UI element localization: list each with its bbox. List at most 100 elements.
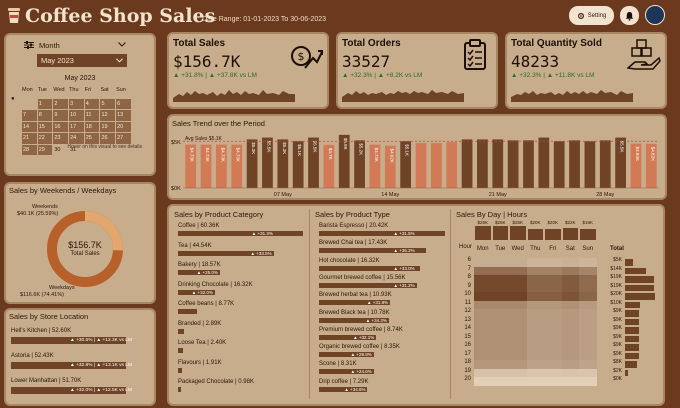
calendar-day[interactable]: 7 xyxy=(22,110,37,121)
heatmap-cell[interactable] xyxy=(579,317,597,326)
trend-bar[interactable] xyxy=(430,143,442,188)
trend-bar[interactable] xyxy=(200,144,212,188)
heatmap-cell[interactable] xyxy=(474,317,492,326)
trend-bar[interactable] xyxy=(477,139,488,188)
hour-total-bar[interactable] xyxy=(625,327,639,334)
hour-total-bar[interactable] xyxy=(625,276,654,283)
calendar-day[interactable]: 1 xyxy=(37,98,53,109)
trend-bar[interactable] xyxy=(538,137,550,188)
day-total-bar[interactable] xyxy=(562,227,578,240)
hour-total-bar[interactable] xyxy=(625,284,654,291)
calendar-day[interactable]: 25 xyxy=(84,133,100,144)
trend-bar[interactable] xyxy=(354,140,365,188)
bar[interactable] xyxy=(319,334,374,340)
heatmap-cell[interactable] xyxy=(474,360,492,369)
heatmap-cell[interactable] xyxy=(526,368,544,377)
day-total-bar[interactable] xyxy=(580,229,596,240)
heatmap-cell[interactable] xyxy=(544,258,562,267)
day-total-bar[interactable] xyxy=(527,228,543,240)
heatmap-cell[interactable] xyxy=(561,292,579,301)
trend-bar[interactable] xyxy=(446,142,458,188)
calendar-day[interactable]: 30 xyxy=(54,146,61,153)
calendar-day[interactable]: 14 xyxy=(22,121,37,132)
heatmap-cell[interactable] xyxy=(526,351,544,360)
heatmap-cell[interactable] xyxy=(509,360,527,369)
chevron-down-icon[interactable] xyxy=(118,42,126,47)
heatmap-cell[interactable] xyxy=(491,275,509,284)
heatmap-cell[interactable] xyxy=(509,351,527,360)
heatmap-cell[interactable] xyxy=(579,360,597,369)
heatmap-cell[interactable] xyxy=(509,309,527,318)
trend-bar[interactable] xyxy=(599,140,611,188)
heatmap-cell[interactable] xyxy=(561,334,579,343)
heatmap-cell[interactable] xyxy=(491,258,509,267)
heatmap-cell[interactable] xyxy=(579,326,597,335)
heatmap-cell[interactable] xyxy=(579,292,597,301)
trend-bar[interactable] xyxy=(185,144,197,188)
heatmap-cell[interactable] xyxy=(491,360,509,369)
heatmap-cell[interactable] xyxy=(526,326,544,335)
heatmap-cell[interactable] xyxy=(579,266,597,275)
heatmap-cell[interactable] xyxy=(526,258,544,267)
trend-bar[interactable] xyxy=(584,141,596,188)
calendar-day[interactable]: 28 xyxy=(22,144,37,155)
heatmap-cell[interactable] xyxy=(561,351,579,360)
heatmap-cell[interactable] xyxy=(561,258,579,267)
trend-bar[interactable] xyxy=(292,141,304,188)
trend-bar[interactable] xyxy=(231,144,243,188)
bar[interactable] xyxy=(319,386,365,392)
day-total-bar[interactable] xyxy=(545,228,561,240)
calendar-day[interactable]: 27 xyxy=(116,133,131,144)
hour-total-bar[interactable] xyxy=(625,301,640,308)
heatmap-cell[interactable] xyxy=(474,300,492,309)
trend-bar[interactable] xyxy=(262,137,273,188)
heatmap-cell[interactable] xyxy=(491,309,509,318)
calendar-day[interactable]: 13 xyxy=(116,110,131,121)
heatmap-cell[interactable] xyxy=(491,300,509,309)
heatmap-cell[interactable] xyxy=(491,266,509,275)
calendar-day[interactable]: 19 xyxy=(100,121,115,132)
trend-bar[interactable] xyxy=(507,140,519,188)
heatmap-cell[interactable] xyxy=(474,351,492,360)
heatmap-cell[interactable] xyxy=(579,300,597,309)
heatmap-cell[interactable] xyxy=(509,334,527,343)
heatmap-cell[interactable] xyxy=(579,343,597,352)
heatmap-cell[interactable] xyxy=(579,258,597,267)
heatmap-cell[interactable] xyxy=(544,283,562,292)
avatar[interactable] xyxy=(645,5,665,25)
calendar-day[interactable]: 29 xyxy=(37,144,53,155)
heatmap-cell[interactable] xyxy=(509,300,527,309)
heatmap-cell[interactable] xyxy=(544,275,562,284)
calendar-day[interactable]: 21 xyxy=(22,133,37,144)
heatmap-cell[interactable] xyxy=(561,317,579,326)
heatmap-cell[interactable] xyxy=(491,351,509,360)
heatmap-cell[interactable] xyxy=(474,368,492,377)
heatmap-cell[interactable] xyxy=(491,334,509,343)
heatmap-cell[interactable] xyxy=(526,317,544,326)
heatmap-cell[interactable] xyxy=(561,275,579,284)
heatmap-cell[interactable] xyxy=(544,266,562,275)
heatmap-cell[interactable] xyxy=(509,377,527,386)
heatmap-cell[interactable] xyxy=(491,377,509,386)
heatmap-cell[interactable] xyxy=(491,292,509,301)
heatmap-cell[interactable] xyxy=(561,300,579,309)
bar[interactable] xyxy=(319,300,388,306)
kpi-total-orders-card[interactable]: Total Orders 33527 ▲ +32.3% | ▲ +8.2K vs… xyxy=(336,32,498,109)
bar[interactable] xyxy=(319,317,386,323)
heatmap-cell[interactable] xyxy=(526,360,544,369)
trend-bar[interactable] xyxy=(216,144,227,188)
heatmap-cell[interactable] xyxy=(561,360,579,369)
heatmap-cell[interactable] xyxy=(474,334,492,343)
bar[interactable] xyxy=(178,231,303,236)
heatmap-cell[interactable] xyxy=(526,292,544,301)
heatmap-cell[interactable] xyxy=(579,275,597,284)
heatmap-cell[interactable] xyxy=(526,343,544,352)
heatmap-cell[interactable] xyxy=(474,377,492,386)
heatmap-cell[interactable] xyxy=(526,275,544,284)
calendar-day[interactable]: 4 xyxy=(84,98,100,109)
calendar-day[interactable]: 17 xyxy=(69,121,84,132)
heatmap-cell[interactable] xyxy=(491,283,509,292)
heatmap-cell[interactable] xyxy=(561,283,579,292)
sales-trend-chart[interactable]: $5K $0K $4.73K $4.73K $4.73K $4.73K $5.3K $5.5K… xyxy=(169,128,665,198)
heatmap-cell[interactable] xyxy=(544,300,562,309)
